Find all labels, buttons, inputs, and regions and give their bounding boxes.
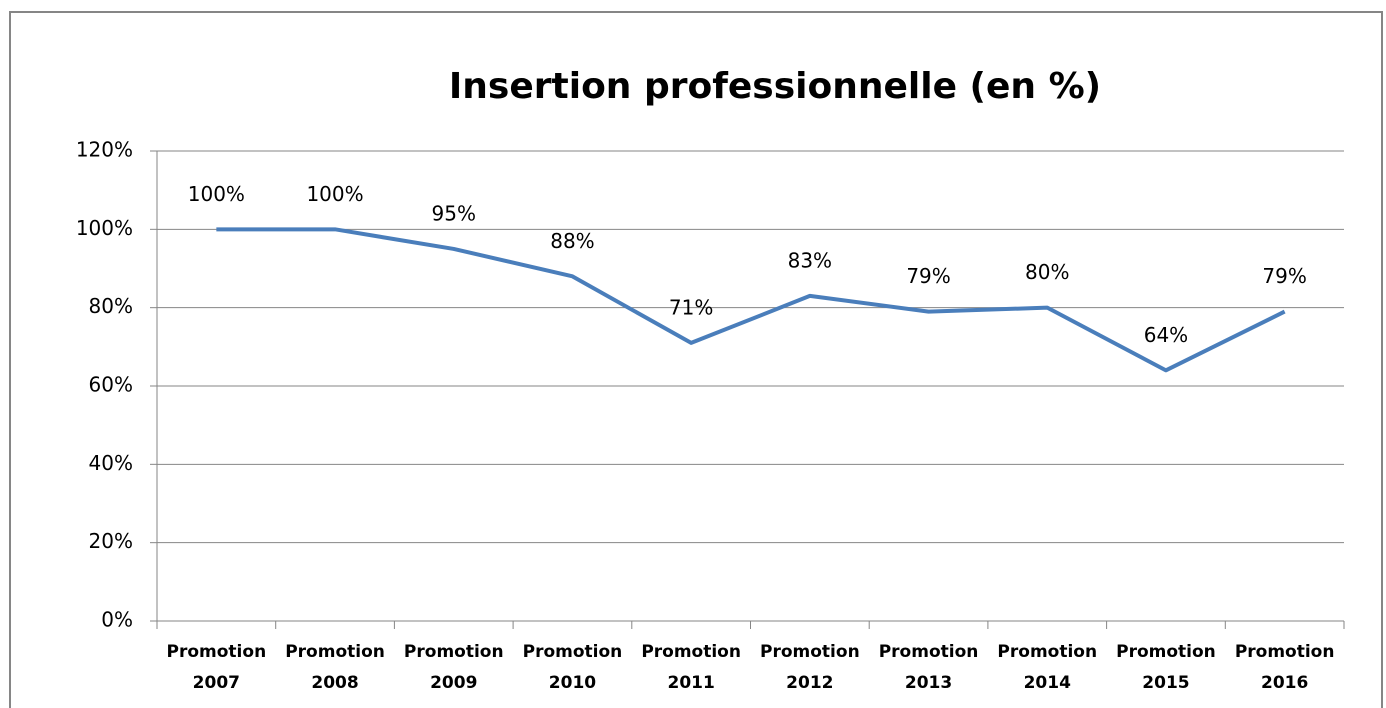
data-label: 79% [1262,264,1306,288]
data-label: 100% [188,182,245,206]
y-tick-label: 80% [89,294,133,318]
data-label: 64% [1144,323,1188,347]
data-label: 100% [306,182,363,206]
y-tick-label: 100% [76,216,133,240]
x-tick-label: Promotion 2011 [641,642,741,693]
x-tick-label: Promotion 2016 [1235,642,1335,693]
y-tick-label: 120% [76,138,133,162]
chart-title: Insertion professionnelle (en %) [449,66,1101,107]
x-tick-label: Promotion 2013 [879,642,979,693]
y-tick-label: 0% [101,608,133,632]
x-tick-label: Promotion 2014 [997,642,1097,693]
y-tick-label: 20% [89,529,133,553]
y-tick-label: 40% [89,451,133,475]
x-tick-label: Promotion 2012 [760,642,860,693]
data-label: 80% [1025,260,1069,284]
data-label: 88% [550,229,594,253]
chart-frame [9,11,1383,708]
data-label: 95% [432,201,476,225]
line [216,227,1286,373]
x-tick-label: Promotion 2009 [404,642,504,693]
x-tick-label: Promotion 2008 [285,642,385,693]
data-label: 79% [906,264,950,288]
data-label: 71% [669,295,713,319]
data-label: 83% [788,248,832,272]
x-tick-label: Promotion 2010 [523,642,623,693]
x-tick-label: Promotion 2007 [167,642,267,693]
y-tick-label: 60% [89,373,133,397]
x-tick-label: Promotion 2015 [1116,642,1216,693]
